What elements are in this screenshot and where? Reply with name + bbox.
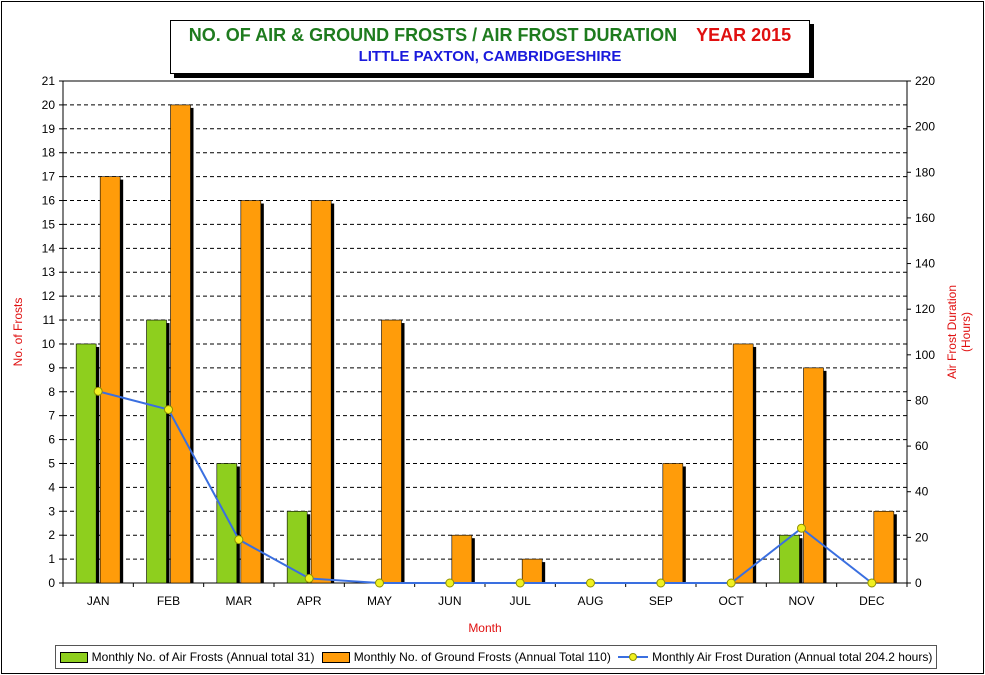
duration-marker (164, 405, 173, 415)
x-tick-label: DEC (859, 594, 885, 608)
chart-title: NO. OF AIR & GROUND FROSTS / AIR FROST D… (188, 25, 678, 45)
bar (521, 558, 543, 584)
y-tick-label: 3 (48, 504, 55, 518)
bar (170, 104, 191, 584)
x-tick-label: JAN (87, 594, 110, 608)
bar (732, 343, 754, 584)
y2-tick-label: 220 (915, 74, 935, 88)
legend-entry-duration: Monthly Air Frost Duration (Annual total… (618, 650, 932, 664)
y-tick-label: 9 (48, 361, 55, 375)
duration-marker (515, 578, 525, 588)
bar (286, 510, 308, 584)
y-tick-label: 19 (42, 122, 56, 136)
bar (381, 319, 402, 584)
y-tick-label: 18 (42, 146, 56, 160)
chart-subtitle: LITTLE PAXTON, CAMBRIDGESHIRE (358, 48, 622, 65)
legend-label-ground-frosts: Monthly No. of Ground Frosts (Annual Tot… (353, 650, 611, 664)
y-tick-label: 14 (42, 241, 56, 255)
y2-tick-label: 140 (915, 257, 935, 271)
x-tick-label: MAY (367, 594, 392, 608)
y-tick-label: 5 (48, 456, 55, 470)
x-tick-label: OCT (718, 594, 744, 608)
y-tick-label: 15 (42, 217, 56, 231)
y-tick-label: 8 (48, 385, 55, 399)
duration-marker (93, 386, 103, 396)
y-tick-label: 2 (48, 528, 55, 542)
duration-marker (375, 578, 384, 588)
y2-tick-label: 40 (915, 485, 929, 499)
y-axis-title: No. of Frosts (11, 298, 25, 367)
y2-tick-label: 120 (915, 302, 935, 316)
y2-axis-title: Air Frost Duration (945, 285, 959, 379)
y-tick-label: 12 (42, 289, 56, 303)
bar (310, 200, 332, 584)
y-tick-label: 20 (42, 98, 56, 112)
duration-marker (656, 578, 666, 588)
y-tick-label: 11 (43, 313, 56, 327)
duration-marker (586, 578, 595, 588)
bar (662, 463, 684, 584)
duration-marker (726, 578, 736, 588)
title-box: NO. OF AIR & GROUND FROSTS / AIR FROST D… (170, 20, 810, 74)
x-tick-label: NOV (788, 594, 814, 608)
bar (873, 510, 895, 584)
y-tick-label: 4 (48, 480, 55, 494)
y2-tick-label: 180 (915, 165, 935, 179)
legend-swatch-duration (618, 652, 649, 662)
x-axis-title: Month (468, 621, 501, 635)
y-tick-label: 0 (48, 576, 55, 590)
y-tick-label: 10 (42, 337, 56, 351)
duration-marker (797, 523, 806, 533)
y2-tick-label: 100 (915, 348, 935, 362)
x-tick-label: JUN (438, 594, 461, 608)
y2-tick-label: 60 (915, 439, 929, 453)
x-tick-label: SEP (649, 594, 673, 608)
x-tick-label: FEB (157, 594, 180, 608)
bar (99, 176, 121, 584)
legend-label-duration: Monthly Air Frost Duration (Annual total… (652, 650, 933, 664)
duration-marker (234, 535, 244, 545)
chart-title-year: YEAR 2015 (696, 25, 792, 45)
duration-line (97, 390, 873, 584)
y-tick-label: 7 (48, 409, 55, 423)
bar (75, 343, 97, 584)
bar (779, 534, 800, 584)
y2-tick-label: 0 (915, 576, 922, 590)
legend: Monthly No. of Air Frosts (Annual total … (55, 645, 937, 669)
y2-tick-label: 160 (915, 211, 935, 225)
bar (803, 367, 824, 584)
x-tick-label: JUL (509, 594, 531, 608)
legend-swatch-ground-frosts (321, 651, 350, 663)
legend-entry-air-frosts: Monthly No. of Air Frosts (Annual total … (59, 650, 315, 664)
y-tick-label: 16 (42, 194, 56, 208)
y-tick-label: 17 (42, 170, 56, 184)
legend-swatch-air-frosts (59, 651, 88, 663)
bar (146, 319, 167, 584)
bar (216, 463, 238, 584)
duration-marker (304, 573, 314, 583)
legend-entry-ground-frosts: Monthly No. of Ground Frosts (Annual Tot… (321, 650, 611, 664)
y2-tick-label: 80 (915, 393, 929, 407)
y2-tick-label: 20 (915, 530, 929, 544)
bar (240, 200, 262, 584)
duration-marker (867, 578, 877, 588)
x-tick-label: AUG (577, 594, 603, 608)
y-tick-label: 21 (42, 74, 56, 88)
x-tick-label: MAR (225, 594, 252, 608)
y-tick-label: 13 (42, 265, 56, 279)
y-tick-label: 6 (48, 433, 55, 447)
bar (451, 534, 473, 584)
y-tick-label: 1 (48, 552, 55, 566)
x-tick-label: APR (297, 594, 322, 608)
y2-tick-label: 200 (915, 120, 935, 134)
duration-marker (445, 578, 455, 588)
y2-axis-title-units: (Hours) (959, 312, 973, 352)
legend-label-air-frosts: Monthly No. of Air Frosts (Annual total … (91, 650, 315, 664)
